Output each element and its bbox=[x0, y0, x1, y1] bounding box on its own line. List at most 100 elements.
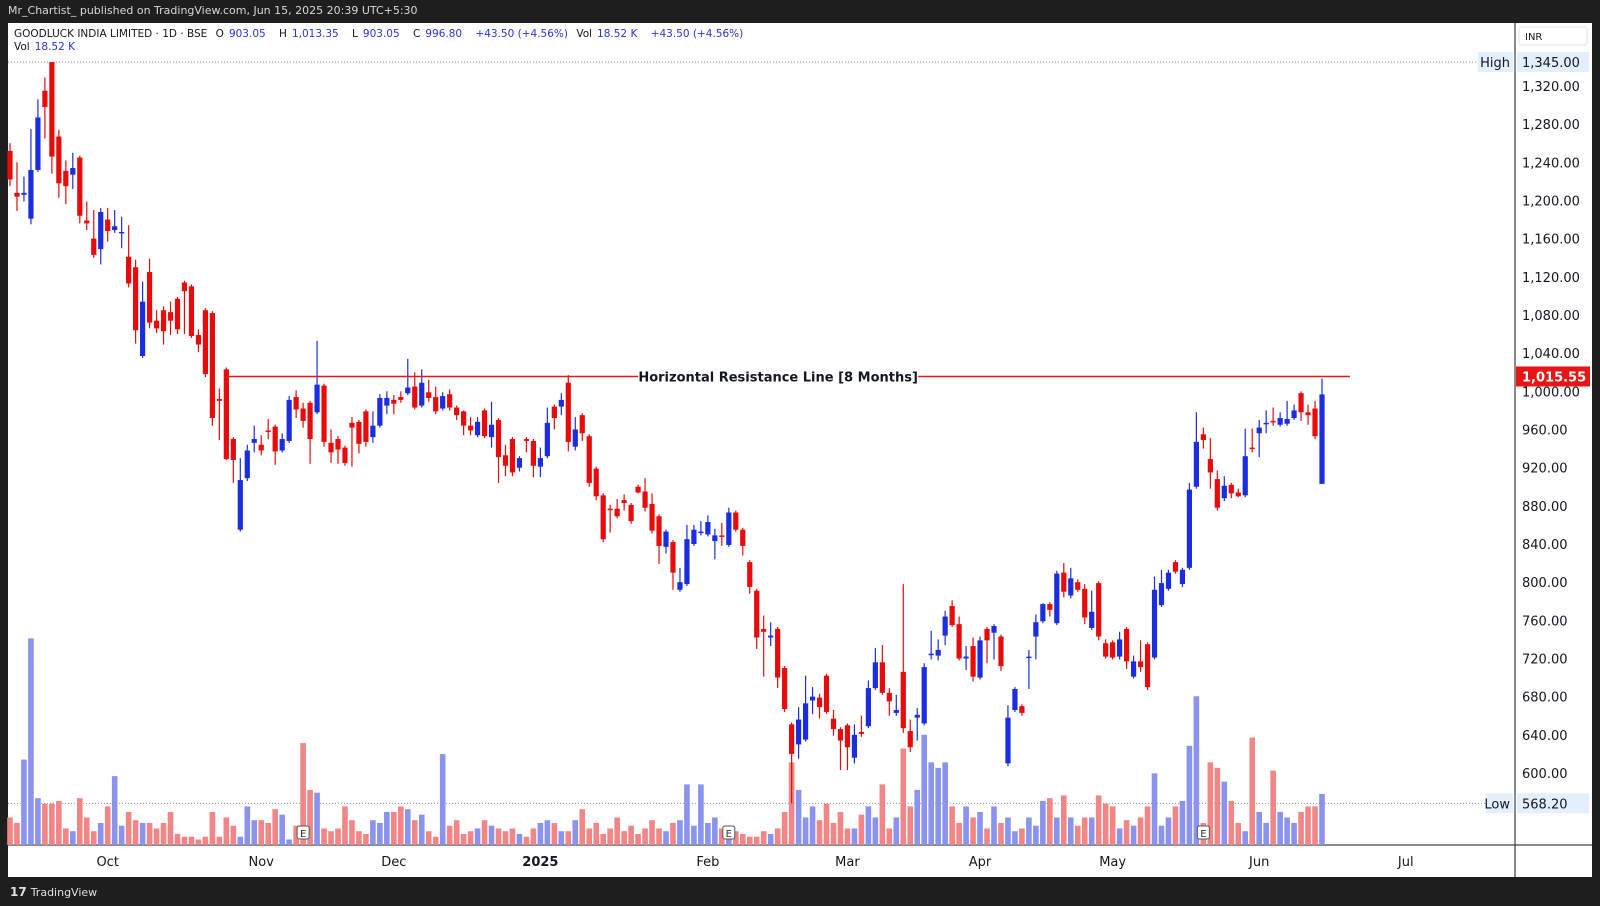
volume-bar bbox=[167, 811, 174, 845]
candle-body bbox=[928, 653, 934, 656]
candle-body bbox=[858, 731, 865, 734]
volume-bar bbox=[1312, 806, 1318, 845]
volume-bar bbox=[244, 806, 251, 845]
candle-body bbox=[84, 220, 90, 224]
y-tick-label: 880.00 bbox=[1522, 500, 1568, 515]
candle-body bbox=[181, 282, 188, 292]
volume-bar bbox=[572, 820, 579, 845]
candle-body bbox=[628, 504, 634, 522]
volume-bar bbox=[844, 828, 851, 845]
candle-body bbox=[1110, 642, 1116, 658]
volume-bar bbox=[223, 817, 230, 845]
candle-body bbox=[1319, 394, 1325, 484]
candle-body bbox=[1270, 420, 1276, 423]
low-value: 568.20 bbox=[1522, 797, 1568, 812]
volume-legend[interactable]: Vol 18.52 K bbox=[14, 41, 75, 53]
volume-bar bbox=[1095, 795, 1102, 845]
volume-value: 18.52 K bbox=[34, 41, 76, 53]
volume-bar bbox=[677, 820, 683, 845]
candle-body bbox=[775, 628, 781, 678]
candle-body bbox=[691, 529, 697, 544]
y-tick-label: 1,160.00 bbox=[1522, 233, 1580, 248]
candle-body bbox=[1137, 661, 1144, 668]
symbol-title[interactable]: GOODLUCK INDIA LIMITED · 1D · BSE bbox=[14, 28, 208, 40]
volume-bar bbox=[404, 809, 411, 845]
volume-bar bbox=[858, 814, 865, 845]
volume-bar bbox=[118, 825, 125, 845]
volume-bar bbox=[670, 822, 676, 845]
volume-bar bbox=[816, 820, 823, 845]
volume-bar bbox=[314, 792, 320, 845]
volume-bar bbox=[1270, 770, 1276, 845]
candle-body bbox=[265, 430, 271, 432]
volume-bar bbox=[1054, 817, 1060, 845]
volume-bar bbox=[593, 822, 600, 845]
candle-body bbox=[963, 656, 969, 659]
ohlc-open: O 903.05 bbox=[215, 28, 266, 40]
volume-bar bbox=[139, 822, 146, 845]
candle-body bbox=[447, 394, 453, 408]
price-change: +43.50 (+4.56%) bbox=[475, 28, 568, 40]
volume-bar bbox=[446, 825, 453, 845]
brand-name[interactable]: TradingView bbox=[30, 885, 98, 899]
candle-body bbox=[1186, 489, 1193, 568]
volume-bar bbox=[851, 828, 858, 845]
candle-body bbox=[216, 398, 222, 401]
candle-body bbox=[621, 500, 627, 503]
candle-body bbox=[935, 649, 941, 656]
volume-bar bbox=[788, 762, 795, 845]
candle-body bbox=[782, 668, 788, 710]
volume-bar bbox=[635, 833, 641, 845]
volume-bar bbox=[1263, 822, 1269, 845]
x-tick-label: Jun bbox=[1248, 855, 1269, 870]
volume-change: +43.50 (+4.56%) bbox=[650, 28, 744, 40]
candle-body bbox=[77, 157, 83, 216]
x-tick-label: Jul bbox=[1397, 855, 1414, 870]
volume-bar bbox=[544, 820, 551, 845]
volume-bar bbox=[174, 833, 181, 845]
volume-bar bbox=[1102, 803, 1109, 845]
volume-bar bbox=[321, 828, 327, 845]
volume-bar bbox=[607, 828, 613, 845]
candle-body bbox=[433, 397, 439, 412]
y-tick-label: 720.00 bbox=[1522, 652, 1568, 667]
candle-body bbox=[907, 731, 913, 748]
volume-bar bbox=[823, 803, 830, 845]
candle-body bbox=[900, 671, 906, 729]
candle-body bbox=[1291, 410, 1297, 419]
candle-body bbox=[1089, 611, 1095, 628]
x-tick-label: Dec bbox=[381, 855, 406, 870]
volume-bar bbox=[719, 828, 725, 845]
volume-bar bbox=[1116, 828, 1123, 845]
candle-body bbox=[160, 310, 167, 332]
candle-body bbox=[146, 272, 153, 323]
candle-body bbox=[495, 419, 502, 458]
volume-bar bbox=[893, 817, 900, 845]
candle-body bbox=[440, 396, 446, 409]
volume-bar bbox=[195, 839, 202, 845]
earnings-marker-icon[interactable] bbox=[722, 825, 736, 840]
volume-bar bbox=[1081, 817, 1088, 845]
volume-bar bbox=[1137, 817, 1144, 845]
volume-bar bbox=[307, 789, 313, 845]
volume-bar bbox=[1214, 767, 1221, 845]
earnings-marker-icon[interactable] bbox=[1196, 825, 1210, 840]
volume-bar bbox=[921, 734, 928, 845]
volume-bar bbox=[272, 809, 278, 845]
candle-body bbox=[1305, 412, 1311, 416]
candle-body bbox=[370, 425, 376, 438]
earnings-marker-icon[interactable] bbox=[296, 825, 310, 840]
candle-body bbox=[1005, 717, 1011, 764]
candle-body bbox=[1249, 447, 1255, 450]
candle-body bbox=[1075, 582, 1081, 590]
volume-bar bbox=[258, 820, 265, 845]
candle-body bbox=[209, 313, 215, 419]
candle-body bbox=[412, 386, 418, 408]
y-tick-label: 640.00 bbox=[1522, 729, 1568, 744]
candle-body bbox=[572, 429, 578, 447]
candle-body bbox=[509, 439, 516, 473]
volume-bar bbox=[391, 811, 397, 845]
volume-bar bbox=[886, 828, 893, 845]
volume-bar bbox=[363, 833, 369, 845]
